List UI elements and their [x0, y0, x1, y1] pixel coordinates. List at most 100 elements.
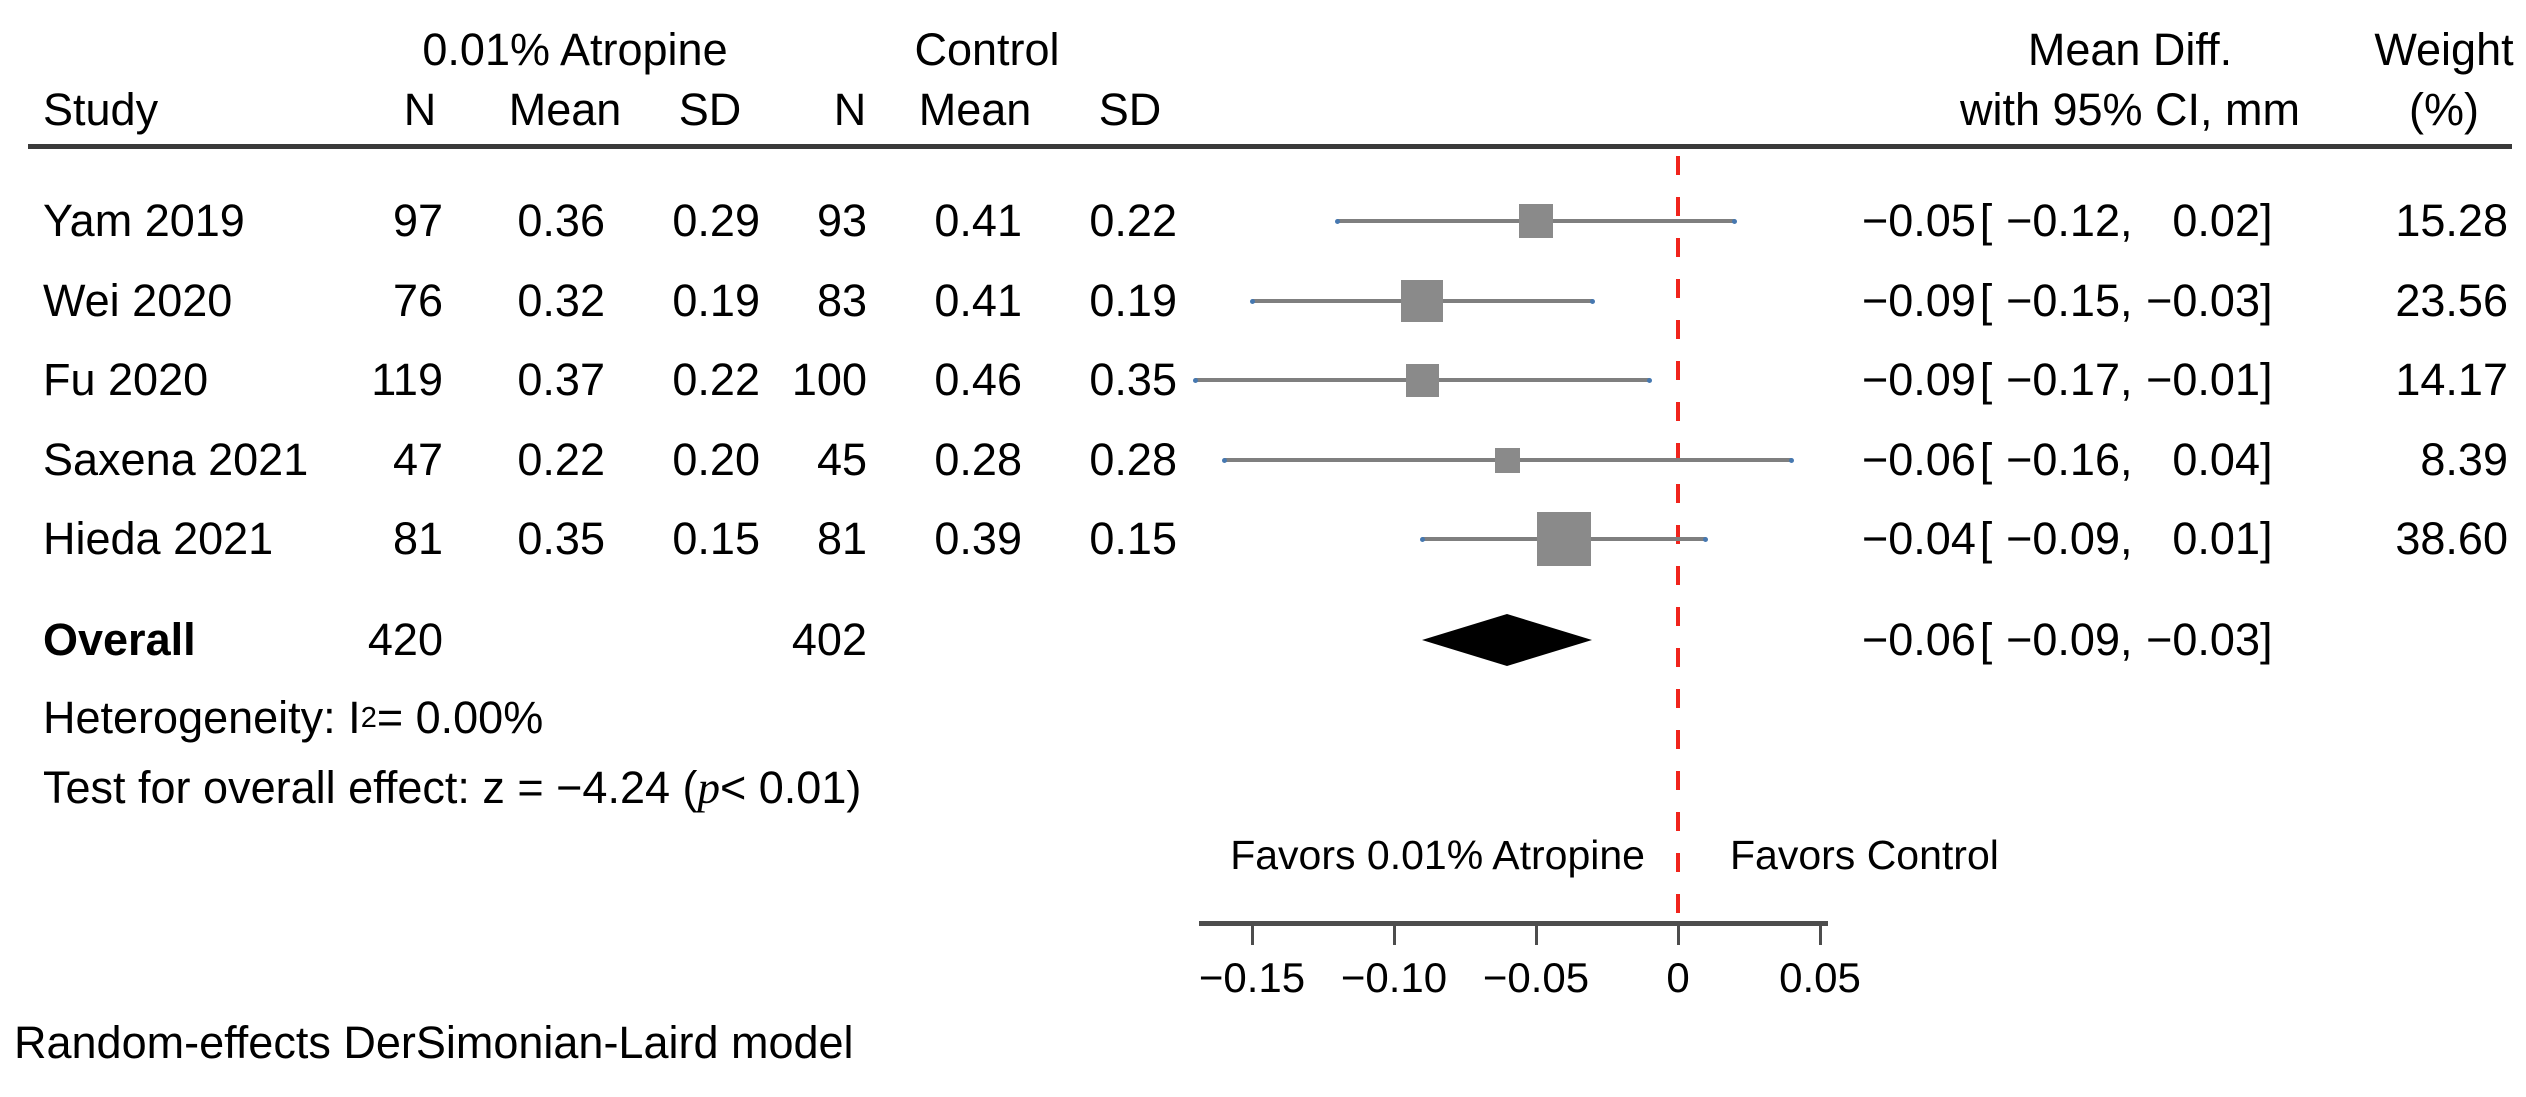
mean-control-header: Mean	[918, 84, 1032, 135]
study-name: Saxena 2021	[43, 434, 309, 485]
sd-treated: 0.22	[672, 354, 760, 405]
effect-square	[1495, 448, 1520, 473]
overall-n-treated: 420	[367, 614, 443, 665]
mean-treated: 0.32	[517, 275, 605, 326]
study-row: Saxena 2021 47 0.22 0.20 45 0.28 0.28 −0.06[−0.…	[0, 420, 2526, 500]
ci-open-bracket: [	[1979, 513, 1993, 564]
p-value-symbol: p	[697, 763, 721, 813]
n-treated: 119	[371, 354, 443, 405]
ci-text: −0.09[−0.15, −0.03]	[1862, 261, 2280, 341]
ci-upper: −0.01	[2146, 354, 2260, 405]
sd-treated: 0.19	[672, 275, 760, 326]
ci-endcap-left	[1221, 458, 1227, 463]
axis-tick-mark	[1393, 924, 1396, 945]
ci-lower: −0.09	[2006, 513, 2120, 564]
header-rule	[28, 144, 2512, 149]
ci-close-bracket: ]	[2260, 434, 2273, 485]
axis-tick-mark	[1677, 924, 1680, 945]
ci-comma: ,	[2120, 195, 2133, 246]
estimate: −0.06	[1862, 434, 1976, 485]
ci-close-bracket: ]	[2260, 513, 2273, 564]
overall-diamond	[1422, 614, 1592, 666]
weight-value: 14.17	[2395, 354, 2508, 405]
ci-close-bracket: ]	[2260, 614, 2273, 665]
n-treated: 81	[392, 513, 443, 564]
ci-comma: ,	[2120, 434, 2133, 485]
n-control-header: N	[833, 84, 867, 135]
estimate: −0.09	[1862, 275, 1976, 326]
ci-endcap-right	[1703, 537, 1709, 542]
sd-control: 0.22	[1089, 195, 1177, 246]
axis-tick-mark	[1251, 924, 1254, 945]
sd-control: 0.15	[1089, 513, 1177, 564]
weight-value: 8.39	[2420, 434, 2508, 485]
ci-endcap-left	[1193, 378, 1199, 383]
overall-ci-lower: −0.09	[2006, 614, 2120, 665]
weight-value: 38.60	[2395, 513, 2508, 564]
weight-value: 23.56	[2395, 275, 2508, 326]
n-control: 93	[816, 195, 867, 246]
ci-open-bracket: [	[1979, 434, 1993, 485]
n-treated: 76	[392, 275, 443, 326]
weight-value: 15.28	[2395, 195, 2508, 246]
study-row: Wei 2020 76 0.32 0.19 83 0.41 0.19 −0.09[−0.15,…	[0, 261, 2526, 341]
ci-text: −0.05[−0.12, 0.02]	[1862, 181, 2280, 261]
sd-treated: 0.29	[672, 195, 760, 246]
effect-square	[1519, 204, 1553, 238]
n-treated: 97	[392, 195, 443, 246]
model-footnote: Random-effects DerSimonian-Laird model	[14, 1017, 854, 1068]
sd-treated: 0.15	[672, 513, 760, 564]
heterogeneity-pre: Heterogeneity: I	[43, 692, 361, 743]
n-control: 83	[816, 275, 867, 326]
ci-endcap-right	[1788, 458, 1794, 463]
ci-close-bracket: ]	[2260, 354, 2273, 405]
ci-comma: ,	[2120, 275, 2133, 326]
i-squared-superscript: 2	[360, 701, 377, 734]
ci-close-bracket: ]	[2260, 195, 2273, 246]
ci-comma: ,	[2120, 614, 2133, 665]
overall-effect-test-text: Test for overall effect: z = −4.24 (p < …	[43, 762, 1143, 813]
favors-right-label: Favors Control	[1730, 831, 1999, 878]
n-control: 45	[816, 434, 867, 485]
axis-tick-label: 0.05	[1779, 954, 1861, 1001]
estimate: −0.04	[1862, 513, 1976, 564]
ci-upper: 0.04	[2172, 434, 2260, 485]
study-name: Fu 2020	[43, 354, 209, 405]
ci-comma: ,	[2120, 354, 2133, 405]
mean-control: 0.28	[934, 434, 1022, 485]
ci-upper: 0.02	[2172, 195, 2260, 246]
sd-control: 0.28	[1089, 434, 1177, 485]
effect-header-line2: with 95% CI, mm	[1959, 84, 2301, 135]
ci-endcap-left	[1250, 299, 1255, 304]
sd-control-header: SD	[1098, 84, 1162, 135]
axis-tick-label: −0.05	[1482, 954, 1590, 1001]
mean-treated: 0.37	[517, 354, 605, 405]
ci-endcap-left	[1335, 219, 1341, 224]
favors-left-label: Favors 0.01% Atropine	[1230, 831, 1645, 878]
group-header-control: Control	[914, 24, 1060, 75]
mean-control: 0.41	[934, 275, 1022, 326]
mean-control: 0.41	[934, 195, 1022, 246]
ci-upper: −0.03	[2146, 275, 2260, 326]
effect-square	[1537, 512, 1591, 566]
effect-square	[1406, 364, 1439, 397]
ci-endcap-right	[1589, 299, 1595, 304]
ci-comma: ,	[2120, 513, 2133, 564]
overall-estimate: −0.06	[1862, 614, 1976, 665]
ci-text: −0.06[−0.16, 0.04]	[1862, 420, 2280, 500]
ci-endcap-left	[1420, 537, 1426, 542]
ci-open-bracket: [	[1979, 195, 1993, 246]
ci-text: −0.09[−0.17, −0.01]	[1862, 340, 2280, 420]
mean-treated-header: Mean	[508, 84, 622, 135]
estimate: −0.09	[1862, 354, 1976, 405]
effect-square	[1401, 280, 1443, 322]
mean-treated: 0.22	[517, 434, 605, 485]
study-row: Fu 2020 119 0.37 0.22 100 0.46 0.35 −0.09[−0.17…	[0, 340, 2526, 420]
overall-label: Overall	[43, 614, 196, 665]
n-control: 100	[791, 354, 867, 405]
weight-header-line1: Weight	[2374, 24, 2514, 75]
study-row: Hieda 2021 81 0.35 0.15 81 0.39 0.15 −0.04[−0.0…	[0, 499, 2526, 579]
ci-open-bracket: [	[1979, 354, 1993, 405]
